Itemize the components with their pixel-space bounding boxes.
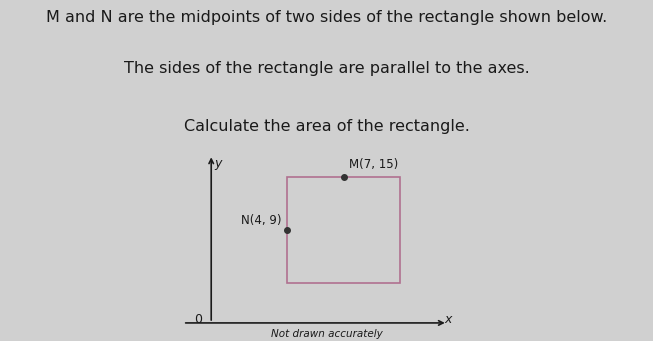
Text: y: y — [214, 157, 221, 170]
Bar — [287, 177, 400, 283]
Text: M and N are the midpoints of two sides of the rectangle shown below.: M and N are the midpoints of two sides o… — [46, 10, 607, 25]
Text: Not drawn accurately: Not drawn accurately — [270, 329, 383, 339]
Text: M(7, 15): M(7, 15) — [349, 158, 398, 171]
Text: 0: 0 — [194, 313, 202, 326]
Text: x: x — [444, 313, 451, 326]
Text: N(4, 9): N(4, 9) — [241, 214, 281, 227]
Text: The sides of the rectangle are parallel to the axes.: The sides of the rectangle are parallel … — [123, 61, 530, 76]
Text: Calculate the area of the rectangle.: Calculate the area of the rectangle. — [183, 119, 470, 134]
